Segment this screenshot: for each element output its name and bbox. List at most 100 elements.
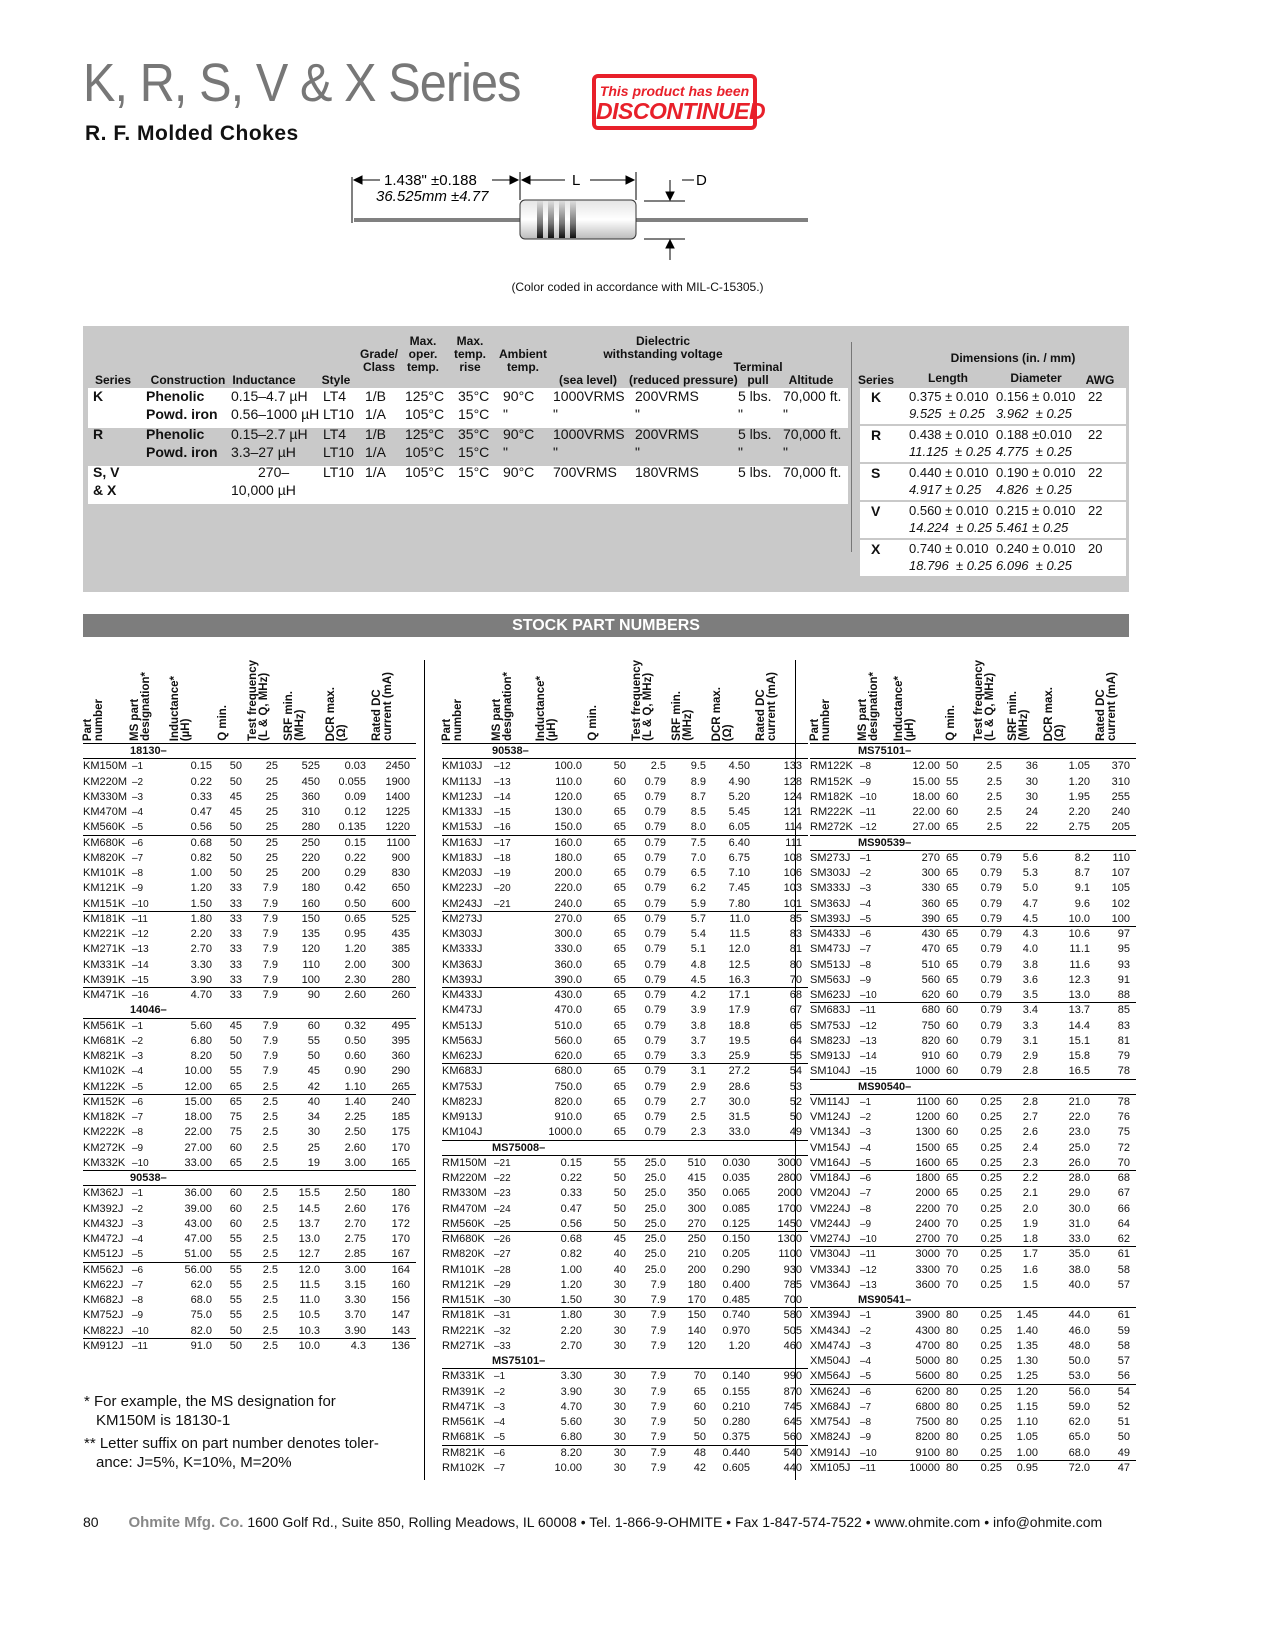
table-cell: 2.5 (986, 760, 1002, 773)
table-cell: 280 (391, 973, 410, 986)
table-cell: KM393J (442, 973, 483, 986)
table-cell: 35.0 (1068, 1248, 1090, 1261)
table-row: RM331K –1 3.30 30 7.9 70 0.140 990 (442, 1369, 808, 1384)
dim-len-mm: 11.125 ± 0.25 (909, 444, 992, 459)
spec-cell: S, V (93, 464, 120, 480)
table-cell: 60 (946, 1111, 959, 1123)
table-cell: 7500 (915, 1416, 940, 1428)
table-row: KM362J –1 36.00 60 2.5 15.5 2.50 180 (83, 1186, 416, 1201)
table-cell: –31 (494, 1310, 511, 1322)
table-cell: 7.9 (650, 1370, 666, 1383)
table-cell: –12 (860, 1264, 877, 1276)
footnote-1: * For example, the MS designation for (84, 1393, 336, 1410)
table-cell: 33.0 (1068, 1233, 1090, 1245)
table-row: SM393J –5 390 65 0.79 4.5 10.0 100 (810, 912, 1136, 927)
table-row: KM823J 820.0 65 0.79 2.7 30.0 52 (442, 1095, 808, 1110)
table-cell: 50 (756, 1110, 808, 1125)
table-cell: 55 (946, 775, 959, 788)
table-cell: KM392J (83, 1202, 124, 1215)
table-cell: –14 (860, 1051, 877, 1062)
table-cell: VM114J (810, 1095, 850, 1108)
table-cell: 27.00 (912, 821, 940, 834)
table-cell: 65 (613, 943, 626, 956)
dim-len-in: 0.740 ± 0.010 (909, 541, 989, 556)
table-row: SM683J –11 680 60 0.79 3.4 13.7 85 (810, 1003, 1136, 1018)
spec-cell: LT4 (323, 426, 347, 442)
table-cell: 0.79 (980, 882, 1002, 895)
stock-part-numbers-header: STOCK PART NUMBERS (83, 614, 1129, 637)
table-cell: 6200 (915, 1385, 940, 1398)
table-cell: 0.140 (722, 1370, 750, 1383)
table-cell: –2 (132, 1203, 144, 1215)
table-cell: 2.3 (1022, 1156, 1038, 1169)
spec-header: Style (321, 373, 351, 387)
table-cell: XM684J (810, 1400, 851, 1413)
table-row: RM182K –10 18.00 60 2.5 30 1.95 255 (810, 790, 1136, 805)
table-cell: KM820K (83, 851, 126, 864)
table-cell: 17.9 (728, 1004, 750, 1017)
table-cell: 78 (1117, 1065, 1130, 1078)
table-cell: 5.45 (728, 806, 750, 818)
table-cell: 30 (307, 1126, 320, 1139)
table-cell: –15 (132, 974, 149, 986)
table-cell: –8 (860, 761, 872, 773)
table-cell: 3.8 (690, 1019, 706, 1032)
column-header: MS part designation* (491, 672, 536, 743)
table-cell: –1 (132, 1188, 144, 1200)
table-cell: 88 (1117, 989, 1130, 1001)
table-cell (492, 1019, 536, 1034)
table-cell: 9.5 (690, 760, 706, 773)
table-cell: 135 (301, 928, 320, 940)
table-cell: 25 (265, 867, 278, 879)
dim-awg: 22 (1088, 465, 1103, 480)
table-cell: 12.7 (298, 1248, 320, 1261)
table-cell: KM623J (442, 1050, 483, 1062)
table-row: KM182K –7 18.00 75 2.5 34 2.25 185 (83, 1110, 416, 1125)
table-cell: 33 (229, 897, 242, 910)
table-cell: 0.82 (190, 851, 212, 864)
table-cell: –5 (132, 822, 144, 834)
table-cell: KM823J (442, 1095, 483, 1108)
table-cell: 0.25 (980, 1172, 1002, 1184)
table-cell: 75 (1117, 1126, 1130, 1139)
table-cell: 13.0 (298, 1233, 320, 1245)
table-cell: 143 (391, 1324, 410, 1337)
table-cell: 65 (613, 973, 626, 986)
table-cell: 33.00 (184, 1156, 212, 1169)
table-cell: –4 (132, 1234, 144, 1245)
table-cell: 68 (1117, 1172, 1130, 1184)
table-cell: 58 (1117, 1263, 1130, 1276)
table-cell: KM153J (442, 821, 483, 834)
dim-length-header: Length (928, 371, 968, 385)
table-row: KM271K –13 2.70 33 7.9 120 1.20 385 (83, 942, 416, 957)
table-cell: 745 (783, 1400, 802, 1413)
table-cell: 0.970 (722, 1324, 750, 1337)
table-cell: 28.6 (728, 1080, 750, 1093)
table-cell: –4 (860, 1142, 872, 1154)
header-line2: current (mA) (1106, 671, 1118, 741)
table-cell: 7.9 (650, 1324, 666, 1337)
table-cell: 4.8 (690, 958, 706, 971)
table-cell: 15.5 (298, 1187, 320, 1200)
table-cell: –2 (860, 1112, 872, 1123)
table-cell: KM152K (83, 1095, 126, 1108)
table-cell: 40.0 (1068, 1278, 1090, 1291)
table-cell: –26 (494, 1234, 511, 1245)
table-cell: 80 (946, 1309, 959, 1322)
table-cell: 255 (1111, 790, 1130, 803)
table-cell: 147 (391, 1309, 410, 1322)
table-cell: 60 (693, 1400, 706, 1413)
table-cell: 0.035 (722, 1172, 750, 1184)
table-cell: KM512J (83, 1248, 124, 1261)
table-cell: RM272K (810, 821, 853, 834)
table-cell: –7 (860, 1401, 872, 1413)
table-cell: 3.1 (690, 1065, 706, 1078)
column-header: DCR max. (Ω) (325, 687, 372, 743)
table-cell: –1 (132, 761, 144, 773)
table-row: XM684J –7 6800 80 0.25 1.15 59.0 52 (810, 1400, 1136, 1415)
table-cell: 65 (613, 1095, 626, 1108)
table-cell: KM113J (442, 775, 482, 788)
table-cell: –9 (132, 1142, 144, 1154)
table-cell: RM151K (442, 1294, 485, 1306)
spec-cell: Phenolic (146, 388, 205, 404)
